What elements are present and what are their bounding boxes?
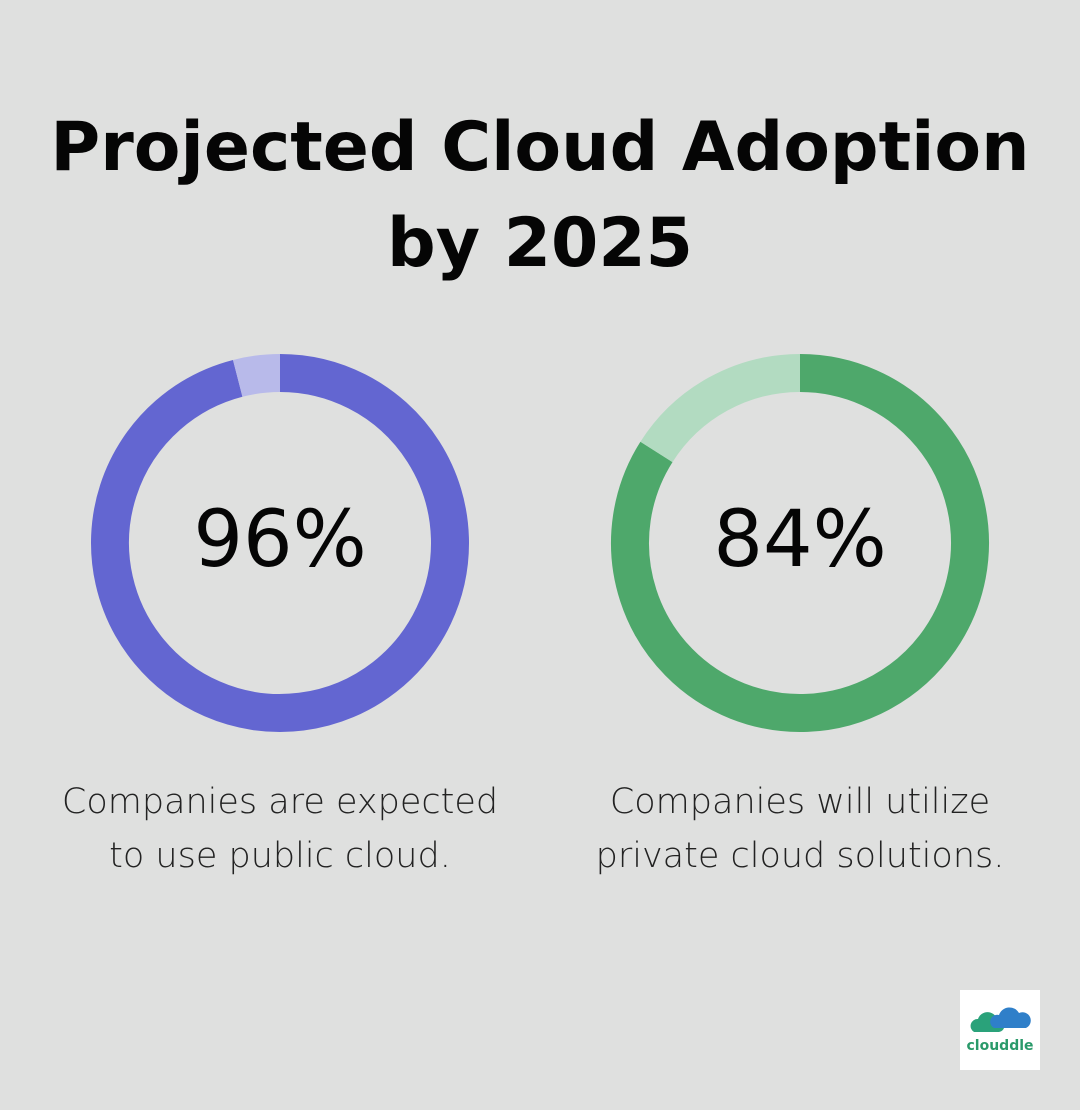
caption-line: Companies will utilize: [609, 782, 991, 822]
clouddle-logo: clouddle: [960, 990, 1040, 1070]
logo-text: clouddle: [966, 1038, 1034, 1054]
title-line-2: by 2025: [387, 204, 693, 283]
donut-chart-public-cloud: 96%: [90, 350, 490, 740]
caption-line: private cloud solutions.: [595, 836, 1005, 876]
donut-segment-value: [91, 354, 469, 732]
caption-line: Companies are expected: [61, 782, 499, 822]
cloud-icon: [970, 1007, 1031, 1032]
page-title: Projected Cloud Adoption by 2025: [0, 100, 1080, 292]
caption-public-cloud: Companies are expected to use public clou…: [20, 775, 540, 883]
caption-line: to use public cloud.: [109, 836, 451, 876]
donut-value-label: 96%: [193, 495, 367, 585]
donut-svg: [91, 354, 469, 732]
donut-value-label: 84%: [713, 495, 887, 585]
donut-svg: [611, 354, 989, 732]
donut-chart-private-cloud: 84%: [610, 350, 1010, 740]
donut-segment-remainder: [640, 354, 801, 463]
caption-private-cloud: Companies will utilize private cloud solu…: [540, 775, 1060, 883]
title-line-1: Projected Cloud Adoption: [50, 108, 1030, 187]
donut-segment-value: [611, 354, 989, 732]
donut-segment-remainder: [233, 354, 281, 397]
